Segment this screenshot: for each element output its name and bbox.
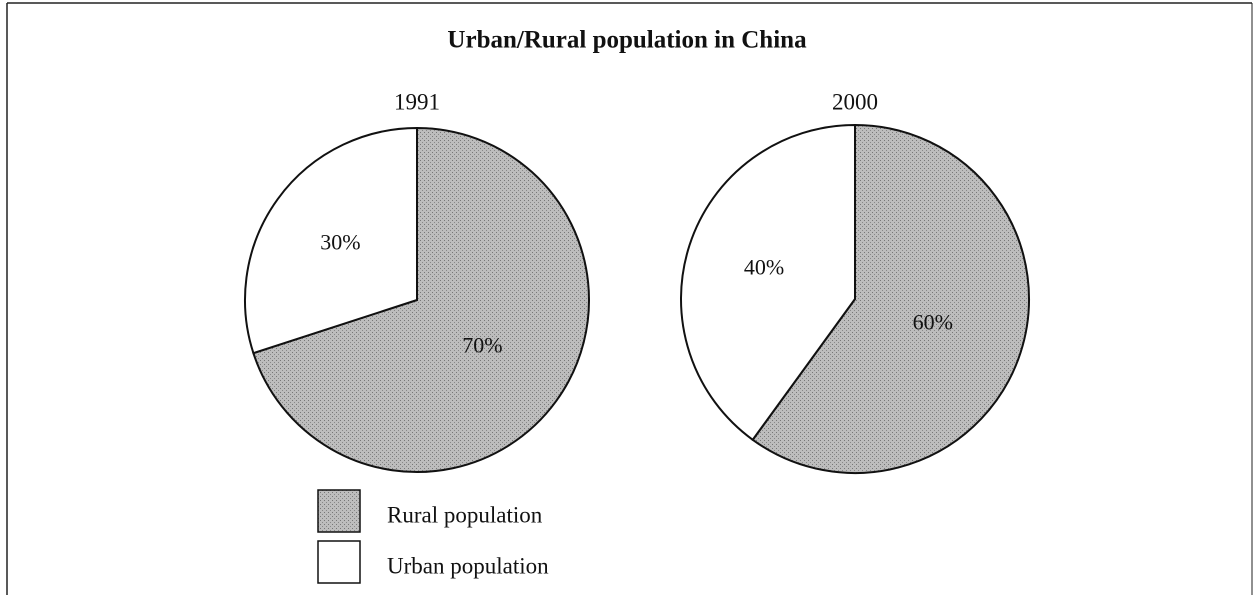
pie-slice [244, 126, 418, 355]
legend-swatch [317, 489, 361, 533]
pie-slice [751, 123, 1030, 474]
pie-title: 1991 [394, 89, 440, 114]
pie-title: 2000 [832, 89, 878, 114]
value-label: 40% [744, 254, 784, 279]
pie-slice [680, 123, 856, 442]
legend-label: Rural population [387, 502, 543, 527]
value-label: 30% [320, 229, 360, 254]
pie-slice [252, 126, 590, 473]
legend-swatch [317, 540, 361, 584]
value-label: 70% [462, 333, 502, 358]
value-label: 60% [913, 309, 953, 334]
legend-label: Urban population [387, 553, 549, 578]
chart-title: Urban/Rural population in China [447, 27, 807, 54]
